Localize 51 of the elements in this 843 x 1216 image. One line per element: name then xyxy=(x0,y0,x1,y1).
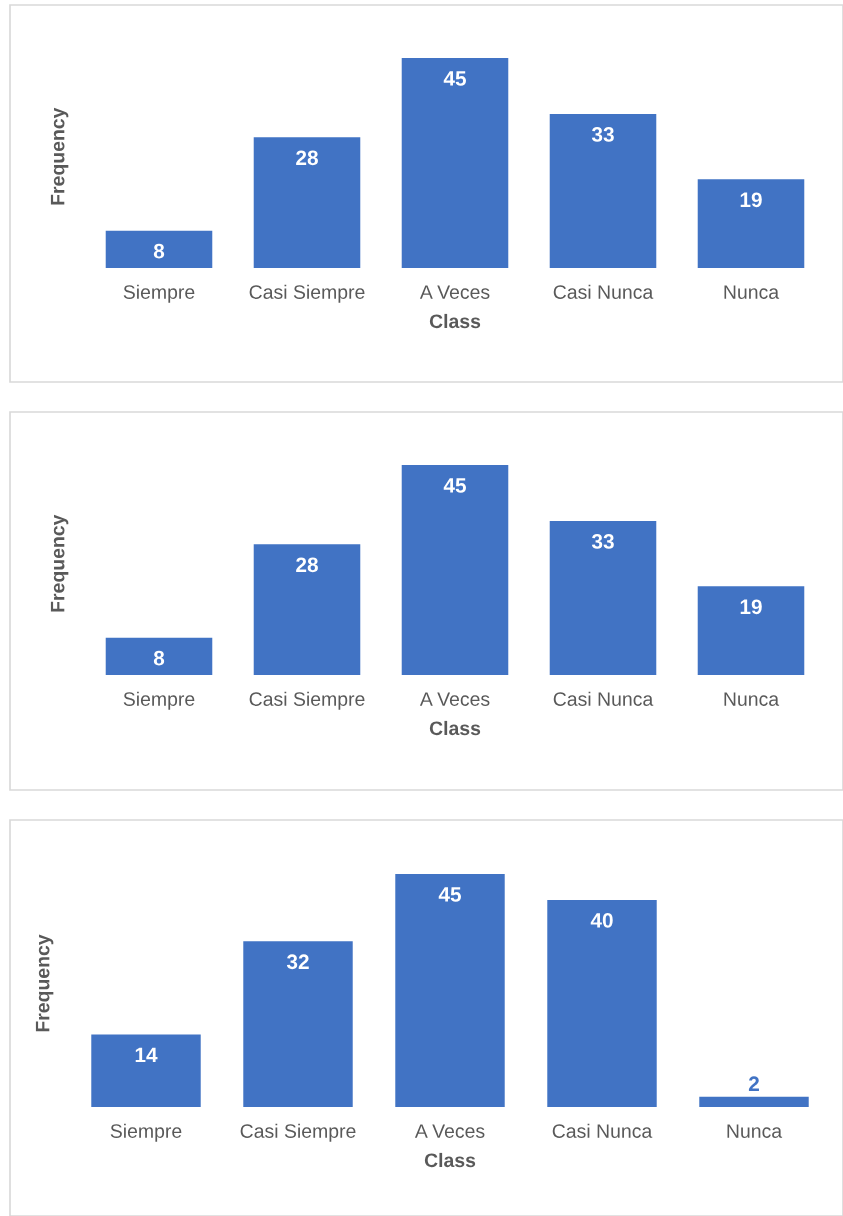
data-label: 33 xyxy=(591,127,614,142)
data-label: 45 xyxy=(443,71,467,86)
bar xyxy=(401,465,509,675)
bar xyxy=(697,179,805,268)
bar xyxy=(401,58,509,268)
x-tick-label: Casi Nunca xyxy=(553,691,654,706)
x-tick-label: Casi Siempre xyxy=(249,691,365,710)
bar xyxy=(549,114,657,268)
x-tick-label: A Veces xyxy=(419,285,490,299)
bar xyxy=(549,521,657,675)
data-label: 19 xyxy=(740,599,762,615)
bar xyxy=(105,637,213,675)
y-axis-title: Frequency xyxy=(50,107,69,205)
y-axis-title: Frequency xyxy=(35,934,54,1032)
data-label: 8 xyxy=(153,243,165,259)
x-axis-title: Class xyxy=(429,313,481,329)
x-tick-label: A Veces xyxy=(419,692,490,706)
x-tick-label: Casi Siempre xyxy=(240,1123,356,1142)
bar xyxy=(699,1096,809,1107)
bar xyxy=(243,941,353,1107)
x-axis-title: Class xyxy=(424,1152,476,1168)
bar xyxy=(253,544,361,675)
bar xyxy=(105,230,213,268)
x-tick-label: A Veces xyxy=(414,1124,485,1138)
x-tick-label: Nunca xyxy=(724,692,780,706)
x-tick-label: Siempre xyxy=(110,1123,182,1142)
data-label: 8 xyxy=(153,650,165,666)
data-label: 32 xyxy=(286,954,309,970)
data-label: 14 xyxy=(135,1047,158,1063)
data-label: 45 xyxy=(443,478,467,493)
data-label: 45 xyxy=(438,887,462,902)
bar xyxy=(697,586,805,675)
data-label: 19 xyxy=(740,192,762,208)
data-label: 28 xyxy=(296,557,318,573)
x-tick-label: Casi Siempre xyxy=(249,284,365,303)
bar xyxy=(91,1034,201,1107)
x-tick-label: Siempre xyxy=(123,691,195,710)
bar xyxy=(253,137,361,268)
data-label: 40 xyxy=(590,912,613,928)
x-tick-label: Casi Nunca xyxy=(552,1123,653,1138)
x-tick-label: Nunca xyxy=(724,285,780,299)
x-tick-label: Casi Nunca xyxy=(553,284,654,299)
x-tick-label: Siempre xyxy=(123,284,195,303)
x-axis-title: Class xyxy=(429,720,481,736)
data-label: 33 xyxy=(591,534,614,549)
bar xyxy=(395,874,505,1107)
x-tick-label: Nunca xyxy=(727,1124,783,1138)
bar xyxy=(547,899,657,1107)
data-label: 2 xyxy=(748,1076,759,1091)
data-label: 28 xyxy=(296,150,318,166)
y-axis-title: Frequency xyxy=(50,514,69,612)
